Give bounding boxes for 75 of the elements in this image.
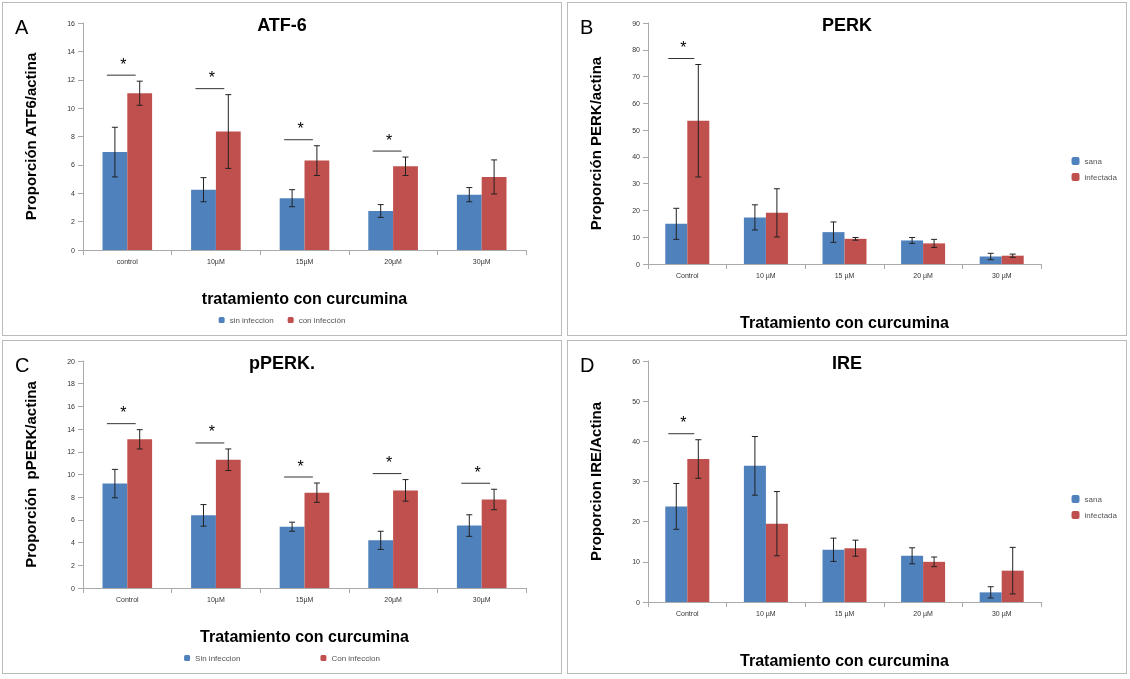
bar (743, 217, 766, 264)
bar (979, 592, 1002, 602)
bar (923, 561, 946, 602)
chart-title: pPERK. (248, 353, 316, 373)
chart-title: IRE (831, 353, 863, 373)
bar (844, 548, 867, 602)
bar (456, 194, 482, 250)
legend-label: infectada (1084, 510, 1118, 520)
annotation: * (297, 120, 304, 138)
legend-label: con infección (298, 315, 346, 325)
bar (979, 256, 1002, 264)
x-axis-title: Tratamiento con curcumina (740, 651, 950, 669)
bar (822, 232, 845, 264)
legend-label: sin infeccion (229, 315, 274, 325)
bar (901, 240, 924, 264)
legend-label: infectada (1084, 172, 1118, 182)
chart-title: PERK (821, 15, 873, 35)
bar (215, 459, 241, 588)
y-axis-title: Proporción ATF6/actina (22, 52, 39, 221)
legend-label: Sin infeccion (195, 653, 241, 663)
bar (393, 166, 418, 250)
bar (481, 176, 507, 250)
bar (687, 459, 710, 602)
text: B (580, 16, 594, 38)
bar (1001, 570, 1024, 602)
bar (102, 152, 128, 250)
text: A (15, 16, 29, 38)
bar (765, 212, 788, 264)
annotation: * (297, 457, 304, 475)
bar (279, 526, 305, 588)
bar (901, 555, 924, 602)
annotation: * (680, 414, 687, 432)
legend-label: sana (1084, 494, 1103, 504)
annotation: * (385, 131, 393, 149)
chart-title: ATF-6 (257, 15, 307, 35)
legend-label: Con infeccion (331, 653, 380, 663)
bar (765, 523, 788, 602)
bar (304, 160, 330, 250)
bar (743, 465, 766, 602)
bar (665, 223, 688, 264)
y-axis-title: Proporción PERK/actina (587, 56, 604, 231)
bar (304, 492, 330, 588)
bar (368, 210, 394, 250)
annotation: * (385, 454, 393, 472)
bar (191, 189, 216, 250)
bar (923, 243, 946, 264)
bar (215, 131, 241, 250)
text: C (15, 354, 30, 376)
bar (279, 198, 305, 250)
bar (368, 540, 394, 588)
annotation: * (120, 55, 127, 73)
bar (127, 93, 153, 250)
annotation: * (680, 39, 687, 57)
bar (127, 439, 153, 588)
bar (191, 515, 216, 588)
x-axis-title: Tratamiento con curcumina (740, 313, 950, 331)
bar (393, 490, 418, 588)
text: D (580, 354, 595, 376)
bar (687, 120, 710, 264)
y-axis-title: Proporción pPERK/actina (22, 380, 39, 568)
annotation: * (208, 423, 216, 441)
annotation: * (208, 69, 216, 87)
x-axis-title: tratamiento con curcumina (201, 289, 408, 307)
y-axis-title: Proporcion IRE/Actina (587, 401, 604, 562)
annotation: * (474, 463, 481, 481)
x-axis-title: Tratamiento con curcumina (200, 627, 410, 645)
annotation: * (120, 404, 127, 422)
bar (844, 238, 867, 264)
bar (822, 549, 845, 602)
bar (102, 483, 128, 588)
bar (1001, 255, 1024, 264)
bar (665, 506, 688, 602)
legend-label: sana (1084, 156, 1103, 166)
bar (456, 525, 482, 588)
bar (481, 499, 507, 588)
